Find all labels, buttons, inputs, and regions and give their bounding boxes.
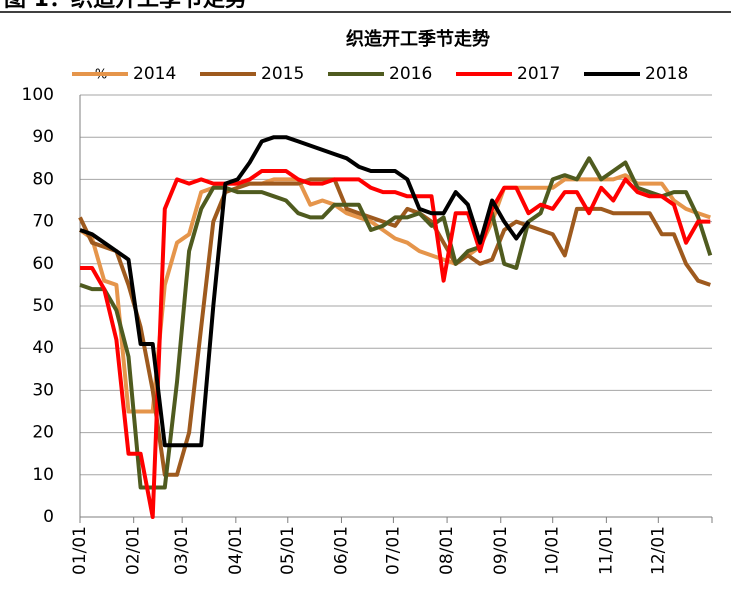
x-tick-label: 07/01 xyxy=(383,526,403,575)
series-line xyxy=(79,135,531,448)
x-tick-label: 04/01 xyxy=(226,526,246,575)
legend-label: 2017 xyxy=(517,64,560,84)
x-tick-label: 03/01 xyxy=(172,526,192,575)
x-tick-label: 11/01 xyxy=(596,526,616,575)
chart-title: 织造开工季节走势 xyxy=(346,28,490,50)
x-tick-label: 08/01 xyxy=(437,526,457,575)
x-tick-label: 01/01 xyxy=(70,526,90,575)
y-tick-label: 0 xyxy=(43,507,54,527)
y-tick-label: 50 xyxy=(32,296,54,316)
y-tick-label: 90 xyxy=(32,127,54,147)
x-tick-label: 10/01 xyxy=(543,526,563,575)
series-line xyxy=(78,173,711,414)
x-tick-label: 09/01 xyxy=(491,526,511,575)
series-line xyxy=(78,177,711,477)
x-tick-label: 12/01 xyxy=(648,526,668,575)
x-tick-label: 06/01 xyxy=(331,526,351,575)
legend-label: 2014 xyxy=(133,64,176,84)
series-line xyxy=(80,169,711,519)
y-tick-label: 60 xyxy=(32,254,54,274)
header: 图 1：织造开工季节走势 xyxy=(4,0,247,12)
y-tick-label: 40 xyxy=(32,338,54,358)
x-tick-label: 05/01 xyxy=(278,526,298,575)
y-tick-label: 100 xyxy=(22,85,54,105)
y-tick-label: 20 xyxy=(32,423,54,443)
y-tick-label: 30 xyxy=(32,380,54,400)
x-tick-label: 02/01 xyxy=(124,526,144,575)
series-line xyxy=(79,156,713,490)
legend-label: 2018 xyxy=(645,64,688,84)
y-tick-label: 70 xyxy=(32,212,54,232)
legend-label: 2015 xyxy=(261,64,304,84)
y-tick-label: 80 xyxy=(32,169,54,189)
legend-label: 2016 xyxy=(389,64,432,84)
y-tick-label: 10 xyxy=(32,465,54,485)
